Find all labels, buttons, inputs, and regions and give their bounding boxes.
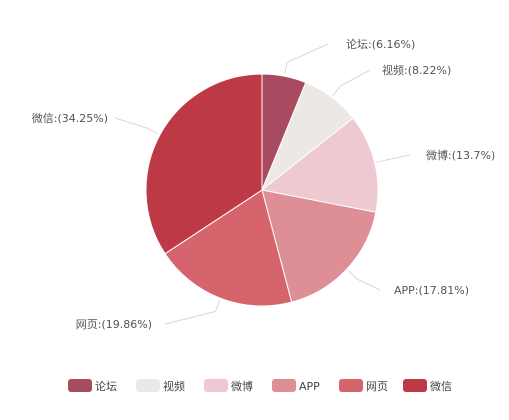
legend-label: 论坛 bbox=[95, 379, 117, 393]
legend-label: 微信 bbox=[430, 379, 452, 393]
legend-label: 视频 bbox=[163, 379, 185, 393]
legend-swatch bbox=[272, 379, 296, 392]
legend-swatch bbox=[403, 379, 427, 392]
pie-slice-6[interactable] bbox=[145, 73, 263, 255]
slice-label-5: 网页:(19.86%) bbox=[76, 318, 152, 331]
legend-swatch bbox=[339, 379, 363, 392]
legend-label: 网页 bbox=[366, 380, 388, 393]
pie-slice-5[interactable] bbox=[164, 189, 293, 307]
leader-line-1 bbox=[284, 43, 329, 75]
legend-item-3[interactable]: 微博 bbox=[204, 379, 253, 393]
slice-label-2: 视频:(8.22%) bbox=[382, 63, 451, 77]
leader-line-2 bbox=[332, 69, 371, 97]
legend-swatch bbox=[136, 379, 160, 392]
pie-slice-4[interactable] bbox=[261, 189, 377, 303]
slice-label-1: 论坛:(6.16%) bbox=[346, 37, 415, 51]
legend-item-6[interactable]: 微信 bbox=[403, 379, 452, 393]
leader-line-6 bbox=[114, 117, 159, 135]
legend-label: APP bbox=[299, 380, 320, 393]
legend-swatch bbox=[204, 379, 228, 392]
slice-label-6: 微信:(34.25%) bbox=[32, 111, 108, 125]
leader-line-4 bbox=[347, 270, 381, 291]
leader-line-5 bbox=[164, 300, 221, 325]
legend-swatch bbox=[68, 379, 92, 392]
legend-item-2[interactable]: 视频 bbox=[136, 379, 185, 393]
legend-label: 微博 bbox=[231, 379, 253, 393]
pie-slice-3[interactable] bbox=[260, 117, 379, 213]
legend-item-1[interactable]: 论坛 bbox=[68, 379, 117, 393]
legend-item-4[interactable]: APP bbox=[272, 379, 320, 393]
slice-label-3: 微博:(13.7%) bbox=[426, 148, 495, 162]
slice-label-4: APP:(17.81%) bbox=[394, 284, 469, 297]
legend-item-5[interactable]: 网页 bbox=[339, 379, 388, 393]
leader-line-3 bbox=[376, 154, 411, 163]
